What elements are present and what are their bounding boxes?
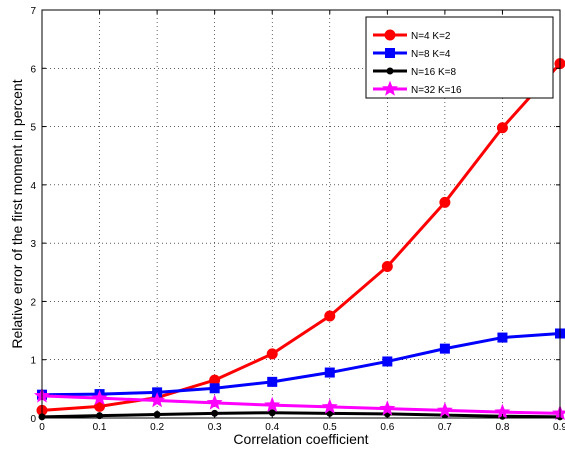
- data-point: [324, 367, 335, 378]
- legend-marker: [382, 80, 398, 96]
- x-tick-label: 0.2: [150, 422, 164, 433]
- series-line: [41, 62, 562, 412]
- y-tick-label: 0: [30, 414, 36, 425]
- series-4: [34, 387, 565, 421]
- series-layer: [34, 58, 565, 421]
- legend-label: N=8 K=4: [411, 49, 451, 60]
- data-point: [382, 356, 393, 367]
- y-tick-label: 4: [30, 181, 36, 192]
- x-tick-label: 0.4: [265, 422, 279, 433]
- x-tick-label: 0.9: [553, 422, 565, 433]
- data-point: [206, 394, 223, 410]
- legend: N=4 K=2 N=8 K=4 N=16 K=8 N=32 K=16: [365, 16, 554, 99]
- x-tick-label: 0.6: [380, 422, 394, 433]
- data-point: [496, 122, 508, 134]
- x-tick-label: 0.5: [323, 422, 337, 433]
- data-point: [264, 396, 281, 412]
- data-point: [321, 398, 338, 414]
- data-point: [436, 402, 453, 418]
- y-tick-label: 3: [30, 239, 36, 250]
- data-point: [379, 400, 396, 416]
- data-point: [439, 343, 450, 354]
- x-tick-label: 0: [39, 422, 45, 433]
- y-axis-ticks: 0 1 2 3 4 5 6 7: [30, 6, 560, 425]
- y-tick-label: 2: [30, 297, 36, 308]
- y-axis-label: Relative error of the first moment in pe…: [9, 79, 25, 348]
- data-point: [497, 332, 508, 343]
- data-point: [149, 392, 166, 408]
- data-point: [439, 196, 451, 208]
- legend-label: N=16 K=8: [411, 67, 456, 78]
- legend-entry: N=16 K=8: [373, 67, 456, 78]
- y-tick-label: 5: [30, 123, 36, 134]
- legend-entry: N=8 K=4: [373, 48, 451, 60]
- series-line: [41, 331, 561, 397]
- legend-label: N=32 K=16: [411, 85, 462, 96]
- y-tick-label: 6: [30, 64, 36, 75]
- series-line: [41, 411, 561, 419]
- data-point: [267, 376, 278, 387]
- data-point: [266, 348, 278, 360]
- x-tick-label: 0.1: [93, 422, 107, 433]
- x-axis-label: Correlation coefficient: [233, 431, 368, 447]
- data-point: [324, 310, 336, 322]
- y-tick-label: 1: [30, 356, 36, 367]
- y-tick-label: 7: [30, 6, 36, 17]
- x-axis-ticks: 0 0.1 0.2 0.3 0.4 0.5 0.6 0.7 0.8 0.9: [39, 10, 565, 433]
- legend-entry: N=32 K=16: [373, 80, 462, 96]
- legend-marker: [385, 48, 395, 58]
- plot-frame: [41, 9, 561, 419]
- data-point: [91, 389, 108, 405]
- data-point: [209, 383, 220, 394]
- x-tick-label: 0.8: [495, 422, 509, 433]
- series-line: [41, 394, 561, 415]
- series-1: [36, 58, 565, 416]
- legend-label: N=4 K=2: [411, 31, 451, 42]
- x-tick-label: 0.3: [208, 422, 222, 433]
- legend-marker: [386, 67, 394, 75]
- data-point: [381, 260, 393, 272]
- legend-box: [365, 16, 554, 99]
- x-tick-label: 0.7: [438, 422, 452, 433]
- legend-marker: [384, 29, 396, 41]
- legend-entry: N=4 K=2: [373, 29, 451, 42]
